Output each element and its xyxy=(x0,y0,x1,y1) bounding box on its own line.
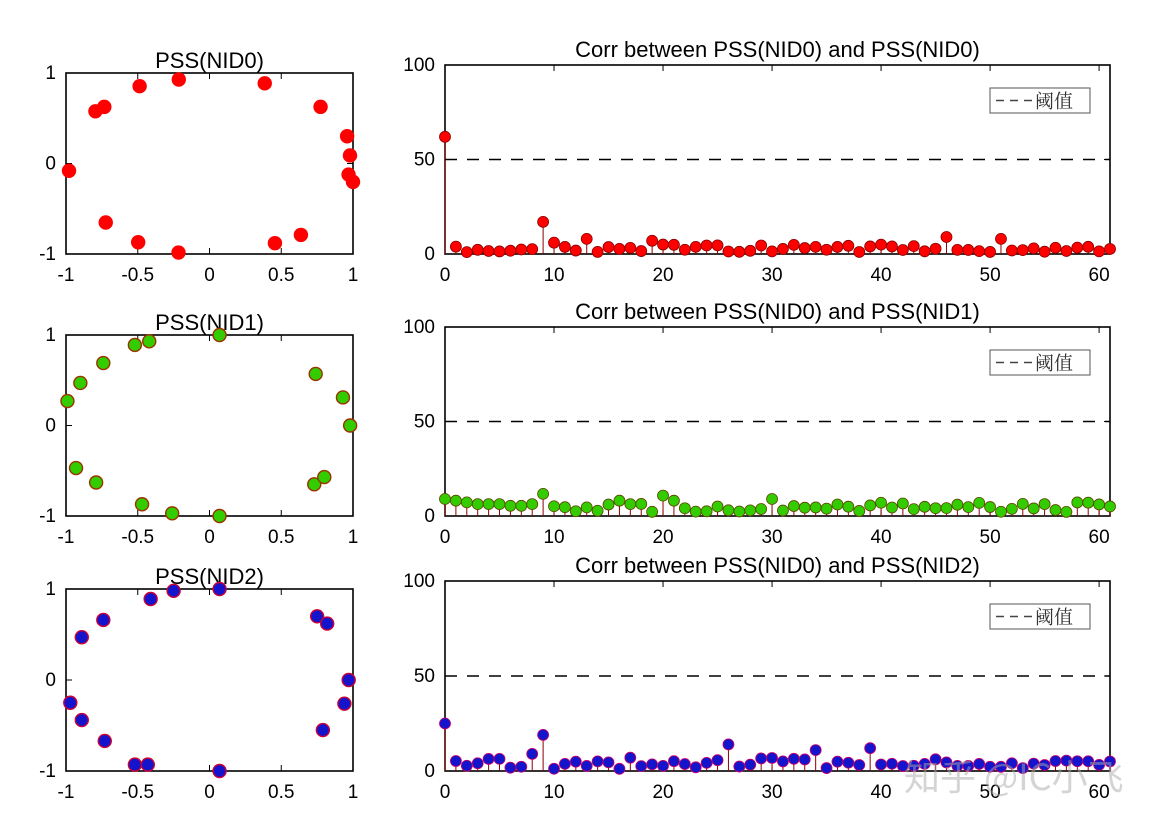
svg-text:100: 100 xyxy=(403,571,435,592)
svg-text:50: 50 xyxy=(980,527,1001,548)
svg-text:-1: -1 xyxy=(58,527,75,548)
svg-text:10: 10 xyxy=(543,527,564,548)
svg-text:0: 0 xyxy=(45,154,56,175)
svg-text:40: 40 xyxy=(870,782,891,803)
svg-text:1: 1 xyxy=(45,63,56,84)
svg-text:1: 1 xyxy=(348,265,359,286)
svg-text:100: 100 xyxy=(403,317,435,338)
svg-text:-1: -1 xyxy=(39,244,56,265)
svg-text:10: 10 xyxy=(543,265,564,286)
svg-text:阈值: 阈值 xyxy=(1035,87,1073,114)
svg-text:20: 20 xyxy=(652,527,673,548)
svg-text:-0.5: -0.5 xyxy=(121,782,154,803)
svg-text:0: 0 xyxy=(204,265,215,286)
svg-text:0: 0 xyxy=(440,527,451,548)
svg-text:1: 1 xyxy=(45,325,56,346)
svg-text:0: 0 xyxy=(204,527,215,548)
svg-text:20: 20 xyxy=(652,265,673,286)
svg-text:-1: -1 xyxy=(39,761,56,782)
svg-text:-0.5: -0.5 xyxy=(121,265,154,286)
svg-text:0: 0 xyxy=(45,670,56,691)
svg-text:PSS(NID0): PSS(NID0) xyxy=(155,48,264,73)
svg-text:-0.5: -0.5 xyxy=(121,527,154,548)
svg-text:50: 50 xyxy=(414,412,435,433)
svg-text:1: 1 xyxy=(45,579,56,600)
svg-text:0: 0 xyxy=(440,265,451,286)
svg-text:阈值: 阈值 xyxy=(1035,349,1073,376)
svg-text:Corr between PSS(NID0) and PSS: Corr between PSS(NID0) and PSS(NID1) xyxy=(575,299,980,324)
svg-text:20: 20 xyxy=(652,782,673,803)
svg-text:60: 60 xyxy=(1089,527,1110,548)
svg-text:30: 30 xyxy=(761,782,782,803)
svg-text:PSS(NID1): PSS(NID1) xyxy=(155,310,264,335)
svg-text:10: 10 xyxy=(543,782,564,803)
svg-text:1: 1 xyxy=(348,782,359,803)
svg-text:50: 50 xyxy=(980,265,1001,286)
svg-text:0: 0 xyxy=(45,416,56,437)
svg-text:-1: -1 xyxy=(39,506,56,527)
svg-text:30: 30 xyxy=(761,265,782,286)
svg-text:-1: -1 xyxy=(58,265,75,286)
svg-text:0: 0 xyxy=(424,761,435,782)
svg-text:1: 1 xyxy=(348,527,359,548)
svg-text:0: 0 xyxy=(424,506,435,527)
svg-text:0.5: 0.5 xyxy=(268,527,294,548)
svg-text:0.5: 0.5 xyxy=(268,782,294,803)
svg-text:阈值: 阈值 xyxy=(1035,603,1073,630)
svg-text:40: 40 xyxy=(870,527,891,548)
svg-text:60: 60 xyxy=(1089,265,1110,286)
svg-text:40: 40 xyxy=(870,265,891,286)
svg-text:50: 50 xyxy=(414,666,435,687)
svg-text:-1: -1 xyxy=(58,782,75,803)
svg-text:100: 100 xyxy=(403,55,435,76)
svg-text:30: 30 xyxy=(761,527,782,548)
svg-text:Corr between PSS(NID0) and PSS: Corr between PSS(NID0) and PSS(NID0) xyxy=(575,37,980,62)
svg-text:0: 0 xyxy=(204,782,215,803)
svg-text:50: 50 xyxy=(414,150,435,171)
svg-text:0: 0 xyxy=(440,782,451,803)
svg-text:0.5: 0.5 xyxy=(268,265,294,286)
svg-text:Corr between PSS(NID0) and PSS: Corr between PSS(NID0) and PSS(NID2) xyxy=(575,553,980,578)
svg-text:0: 0 xyxy=(424,244,435,265)
